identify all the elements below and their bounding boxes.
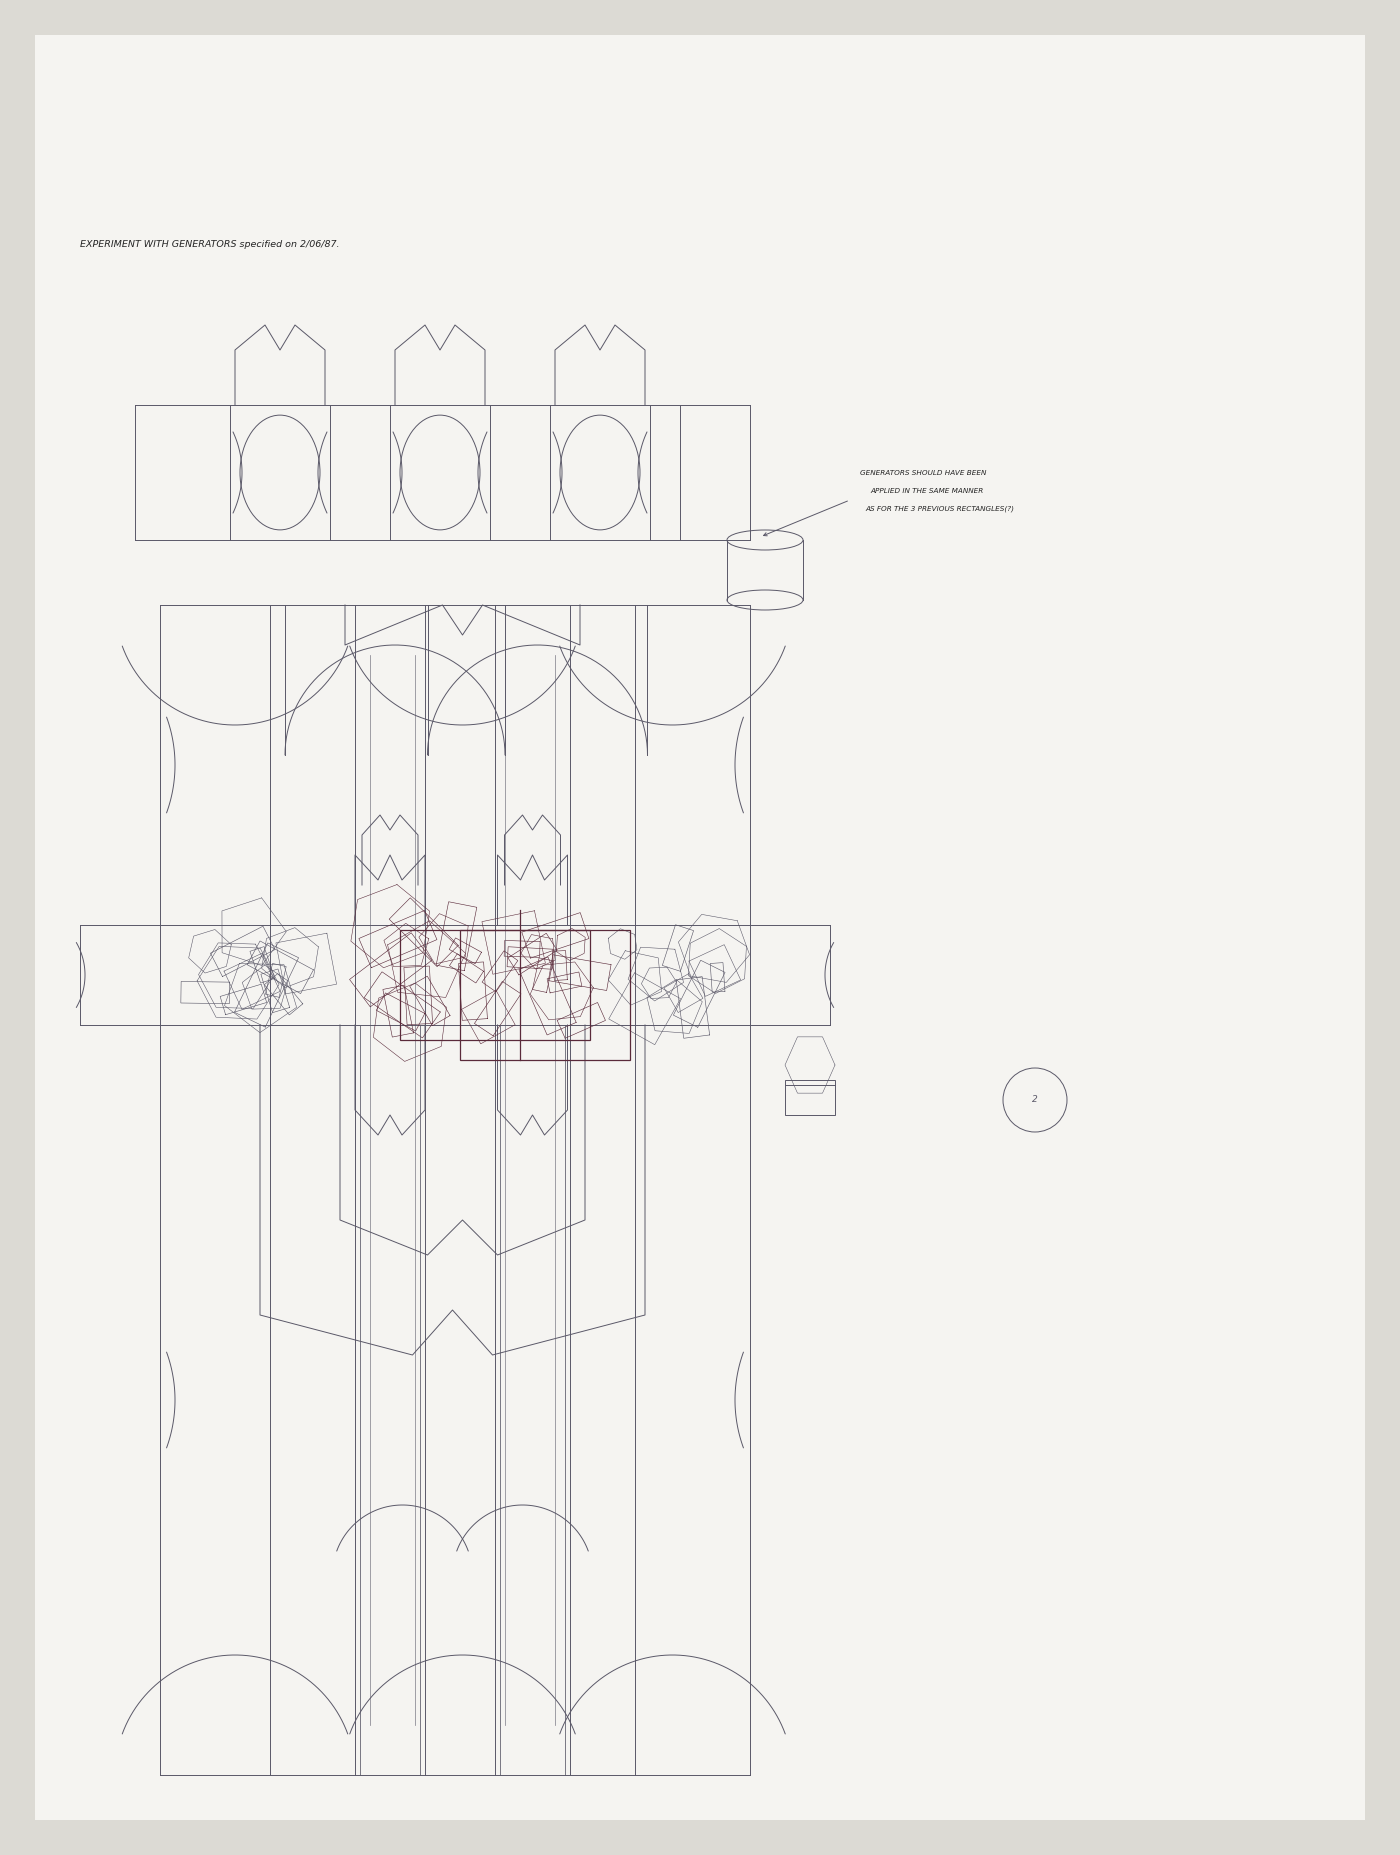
Text: 2: 2 (1032, 1096, 1037, 1104)
Text: APPLIED IN THE SAME MANNER: APPLIED IN THE SAME MANNER (869, 488, 983, 493)
Text: EXPERIMENT WITH GENERATORS specified on 2/06/87.: EXPERIMENT WITH GENERATORS specified on … (80, 239, 340, 249)
Bar (785, 1080, 834, 1115)
Text: AS FOR THE 3 PREVIOUS RECTANGLES(?): AS FOR THE 3 PREVIOUS RECTANGLES(?) (865, 505, 1014, 512)
Text: GENERATORS SHOULD HAVE BEEN: GENERATORS SHOULD HAVE BEEN (860, 469, 987, 477)
Bar (461, 929, 630, 1059)
Bar (400, 929, 589, 1041)
